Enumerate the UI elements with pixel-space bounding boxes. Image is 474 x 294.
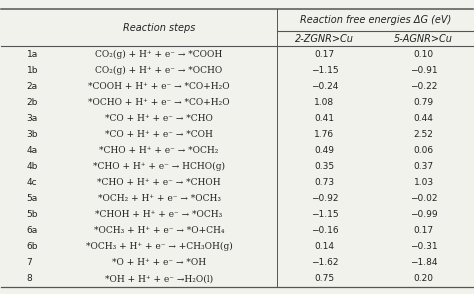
Text: 0.41: 0.41 [314, 114, 335, 123]
Text: 1.03: 1.03 [414, 178, 434, 187]
Text: 5b: 5b [27, 210, 38, 219]
Text: 5a: 5a [27, 194, 38, 203]
Text: −1.84: −1.84 [410, 258, 438, 267]
Text: Reaction steps: Reaction steps [123, 23, 195, 33]
Text: *OCH₃ + H⁺ + e⁻ → +CH₃OH(g): *OCH₃ + H⁺ + e⁻ → +CH₃OH(g) [86, 242, 232, 251]
Text: −0.16: −0.16 [310, 226, 338, 235]
Text: *OCHO + H⁺ + e⁻ → *CO+H₂O: *OCHO + H⁺ + e⁻ → *CO+H₂O [88, 98, 230, 107]
Text: −0.22: −0.22 [410, 82, 438, 91]
Text: 1a: 1a [27, 50, 38, 59]
Text: 0.79: 0.79 [414, 98, 434, 107]
Text: CO₂(g) + H⁺ + e⁻ → *COOH: CO₂(g) + H⁺ + e⁻ → *COOH [95, 49, 223, 59]
Text: *OH + H⁺ + e⁻ →H₂O(l): *OH + H⁺ + e⁻ →H₂O(l) [105, 274, 213, 283]
Text: 2.52: 2.52 [414, 130, 434, 139]
Text: 6a: 6a [27, 226, 38, 235]
Text: 4c: 4c [27, 178, 37, 187]
Text: 3b: 3b [27, 130, 38, 139]
Text: 2a: 2a [27, 82, 38, 91]
Text: 7: 7 [27, 258, 32, 267]
Text: *CO + H⁺ + e⁻ → *CHO: *CO + H⁺ + e⁻ → *CHO [105, 114, 213, 123]
Text: 0.44: 0.44 [414, 114, 434, 123]
Text: *CHO + H⁺ + e⁻ → HCHO(g): *CHO + H⁺ + e⁻ → HCHO(g) [93, 162, 225, 171]
Text: 0.17: 0.17 [414, 226, 434, 235]
Text: 1.08: 1.08 [314, 98, 335, 107]
Text: 4a: 4a [27, 146, 38, 155]
Text: −0.31: −0.31 [410, 242, 438, 251]
Text: 0.49: 0.49 [314, 146, 335, 155]
Text: 0.14: 0.14 [314, 242, 335, 251]
Text: 0.17: 0.17 [314, 50, 335, 59]
Text: 2-ZGNR>Cu: 2-ZGNR>Cu [295, 34, 354, 44]
Text: 3a: 3a [27, 114, 38, 123]
Text: 5-AGNR>Cu: 5-AGNR>Cu [394, 34, 453, 44]
Text: 1.76: 1.76 [314, 130, 335, 139]
Text: −1.62: −1.62 [310, 258, 338, 267]
Text: −0.24: −0.24 [311, 82, 338, 91]
Text: *CHOH + H⁺ + e⁻ → *OCH₃: *CHOH + H⁺ + e⁻ → *OCH₃ [95, 210, 223, 219]
Text: 0.37: 0.37 [414, 162, 434, 171]
Text: 0.20: 0.20 [414, 274, 434, 283]
Text: *CO + H⁺ + e⁻ → *COH: *CO + H⁺ + e⁻ → *COH [105, 130, 213, 139]
Text: *OCH₂ + H⁺ + e⁻ → *OCH₃: *OCH₂ + H⁺ + e⁻ → *OCH₃ [98, 194, 220, 203]
Text: 0.35: 0.35 [314, 162, 335, 171]
Text: 0.75: 0.75 [314, 274, 335, 283]
Text: −0.02: −0.02 [410, 194, 438, 203]
Text: *O + H⁺ + e⁻ → *OH: *O + H⁺ + e⁻ → *OH [112, 258, 206, 267]
Text: *COOH + H⁺ + e⁻ → *CO+H₂O: *COOH + H⁺ + e⁻ → *CO+H₂O [88, 82, 230, 91]
Text: *CHO + H⁺ + e⁻ → *OCH₂: *CHO + H⁺ + e⁻ → *OCH₂ [100, 146, 219, 155]
Text: −1.15: −1.15 [310, 66, 338, 75]
Text: −0.99: −0.99 [410, 210, 438, 219]
Text: Reaction free energies ΔG (eV): Reaction free energies ΔG (eV) [300, 16, 451, 26]
Text: *CHO + H⁺ + e⁻ → *CHOH: *CHO + H⁺ + e⁻ → *CHOH [97, 178, 221, 187]
Text: 0.73: 0.73 [314, 178, 335, 187]
Text: CO₂(g) + H⁺ + e⁻ → *OCHO: CO₂(g) + H⁺ + e⁻ → *OCHO [95, 66, 223, 75]
Text: 8: 8 [27, 274, 32, 283]
Text: 0.06: 0.06 [414, 146, 434, 155]
Text: 2b: 2b [27, 98, 38, 107]
Text: 0.10: 0.10 [414, 50, 434, 59]
Text: −1.15: −1.15 [310, 210, 338, 219]
Text: 6b: 6b [27, 242, 38, 251]
Text: *OCH₃ + H⁺ + e⁻ → *O+CH₄: *OCH₃ + H⁺ + e⁻ → *O+CH₄ [94, 226, 224, 235]
Text: −0.92: −0.92 [310, 194, 338, 203]
Text: 1b: 1b [27, 66, 38, 75]
Text: −0.91: −0.91 [410, 66, 438, 75]
Text: 4b: 4b [27, 162, 38, 171]
